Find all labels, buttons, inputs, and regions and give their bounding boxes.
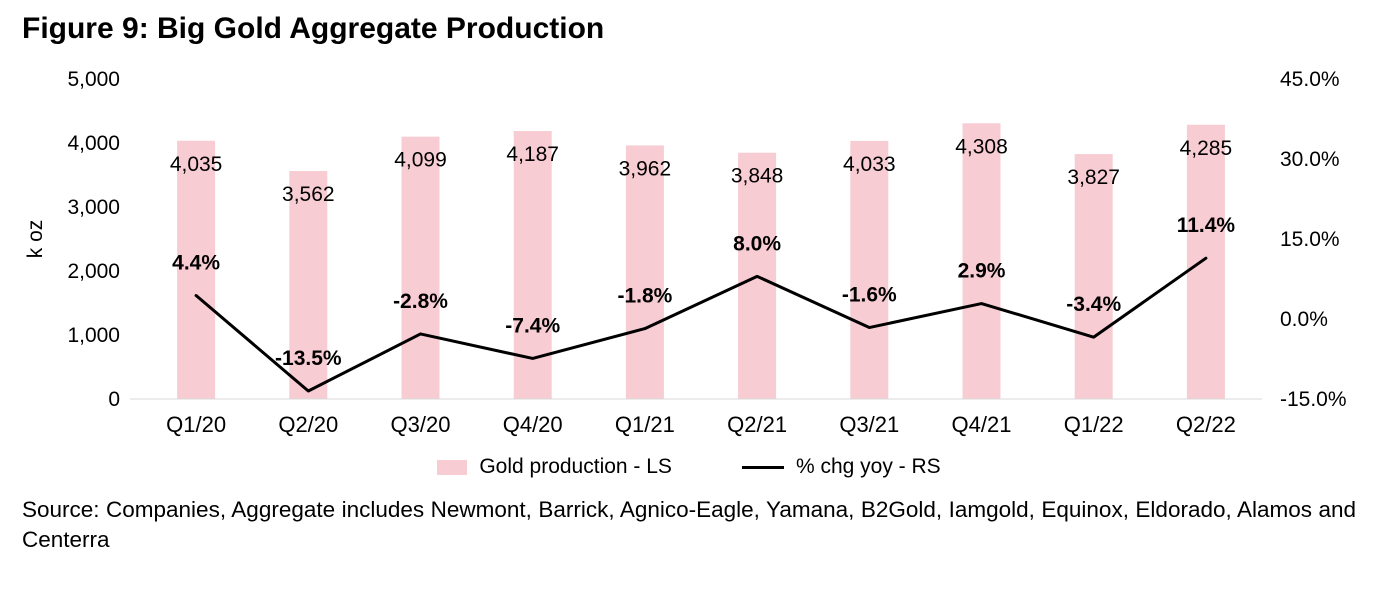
gold-production-bar [1186, 124, 1225, 399]
bar-value-label: 3,848 [731, 165, 784, 188]
x-axis-tick-label: Q4/21 [952, 412, 1012, 437]
pct-change-label: 8.0% [733, 232, 781, 255]
figure-title: Figure 9: Big Gold Aggregate Production [22, 12, 605, 45]
combo-chart: 0 1,000 2,000 3,000 4,000 5,000 -15.0% 0.0% 15.0… [24, 68, 1347, 437]
pct-change-label: 4.4% [172, 252, 220, 275]
source-note: Source: Companies, Aggregate includes Ne… [22, 497, 1356, 553]
legend-label-pct-change: % chg yoy - RS [795, 455, 941, 478]
x-axis-tick-label: Q1/22 [1064, 412, 1124, 437]
left-axis-tick-label: 1,000 [67, 324, 120, 347]
gold-production-bar [625, 145, 664, 399]
left-axis-tick-label: 0 [108, 388, 120, 411]
right-axis-tick-label: -15.0% [1280, 388, 1347, 411]
gold-production-bar [850, 140, 889, 399]
pct-change-label: -13.5% [275, 347, 342, 370]
pct-change-label: -2.8% [393, 290, 448, 313]
gold-production-bar [177, 140, 216, 399]
left-axis-title: k oz [24, 220, 47, 259]
x-axis-tick-label: Q1/20 [166, 412, 226, 437]
x-axis-tick-label: Q2/20 [278, 412, 338, 437]
left-axis-tick-label: 3,000 [67, 196, 120, 219]
pct-change-label: -7.4% [505, 314, 560, 337]
gold-production-bar [962, 123, 1001, 400]
left-axis-tick-label: 5,000 [67, 68, 120, 91]
x-axis-tick-label: Q3/21 [839, 412, 899, 437]
bar-value-label: 4,308 [955, 135, 1008, 158]
bar-series-swatch [437, 459, 468, 475]
right-axis-tick-label: 30.0% [1280, 148, 1340, 171]
left-axis-tick-label: 2,000 [67, 260, 120, 283]
legend-item-gold-production: Gold production - LS [437, 455, 672, 479]
pct-change-label: -1.8% [617, 285, 672, 308]
gold-production-bar [289, 171, 328, 399]
legend-label-gold-production: Gold production - LS [479, 455, 672, 478]
chart-legend: Gold production - LS % chg yoy - RS [0, 455, 1378, 479]
chart-area: 0 1,000 2,000 3,000 4,000 5,000 -15.0% 0.0% 15.0… [0, 49, 1378, 449]
x-axis-tick-label: Q3/20 [391, 412, 451, 437]
pct-change-line [194, 256, 1208, 393]
right-axis-tick-label: 45.0% [1280, 68, 1340, 91]
x-axis-tick-label: Q4/20 [503, 412, 563, 437]
pct-change-label: 11.4% [1177, 214, 1236, 237]
left-axis-tick-label: 4,000 [67, 132, 120, 155]
gold-production-bar [1074, 154, 1113, 399]
line-series-swatch [741, 465, 784, 469]
x-axis-tick-label: Q1/21 [615, 412, 675, 437]
pct-change-label: 2.9% [958, 260, 1006, 283]
gold-production-bar [401, 136, 440, 399]
bar-value-label: 4,033 [843, 153, 896, 176]
pct-change-label: -1.6% [842, 284, 897, 307]
x-axis-tick-label: Q2/22 [1176, 412, 1236, 437]
bar-value-label: 3,827 [1067, 166, 1120, 189]
bar-value-label: 3,962 [619, 157, 672, 180]
right-axis-tick-label: 0.0% [1280, 308, 1328, 331]
bar-value-label: 4,187 [506, 143, 559, 166]
pct-change-label: -3.4% [1066, 293, 1121, 316]
bar-value-label: 4,285 [1180, 137, 1233, 160]
bar-value-label: 4,099 [394, 149, 447, 172]
bar-value-label: 3,562 [282, 183, 335, 206]
legend-item-pct-change: % chg yoy - RS [741, 455, 941, 479]
bar-value-label: 4,035 [170, 153, 223, 176]
x-axis-tick-label: Q2/21 [727, 412, 787, 437]
right-axis-tick-label: 15.0% [1280, 228, 1340, 251]
